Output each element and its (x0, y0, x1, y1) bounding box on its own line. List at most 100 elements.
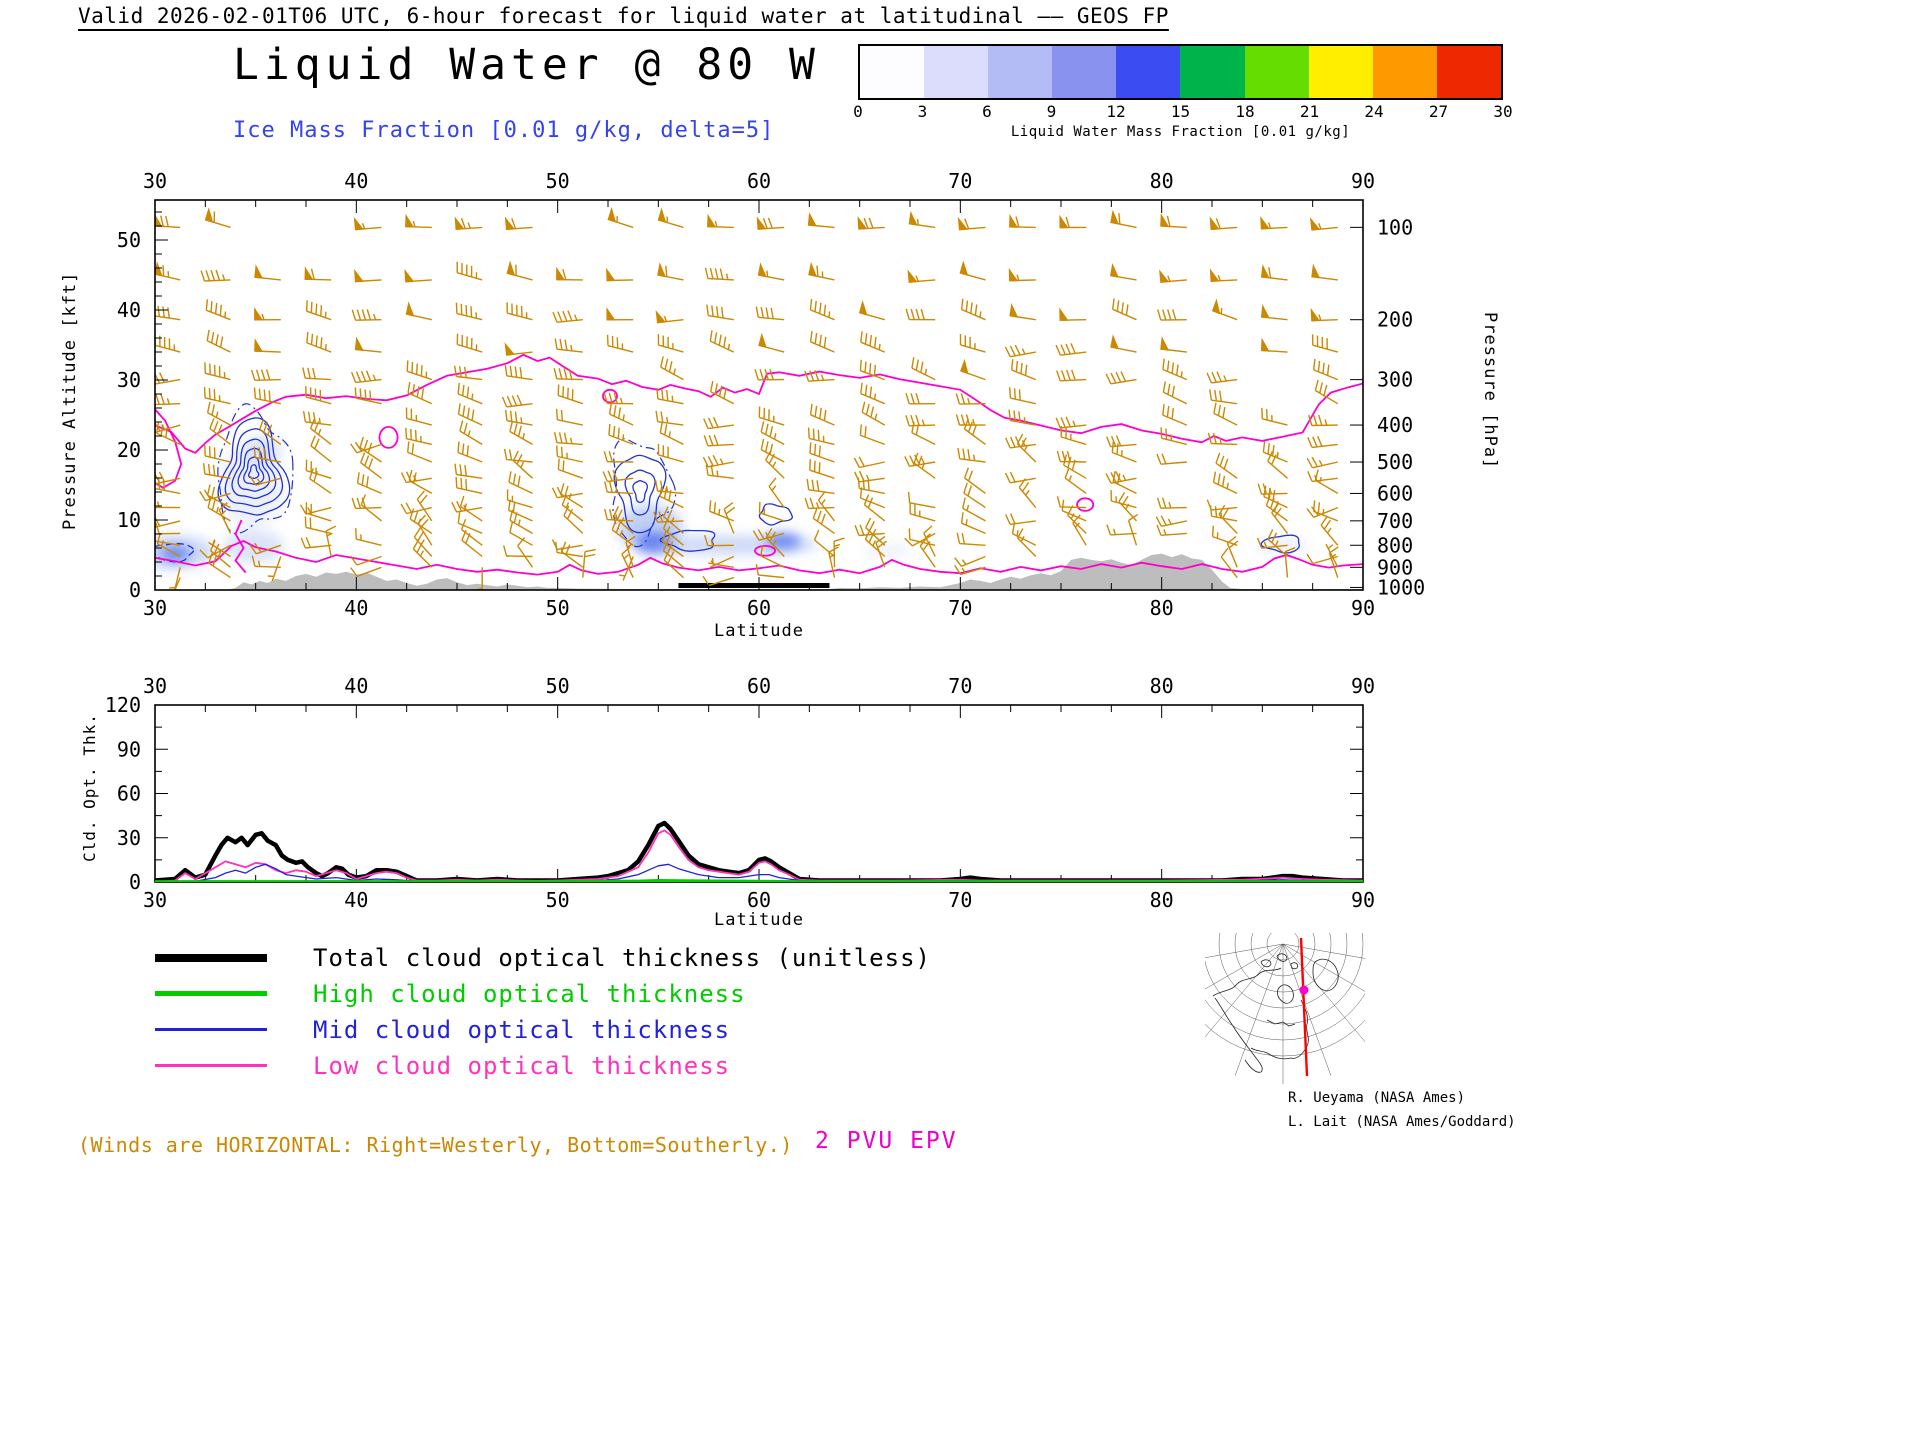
svg-text:60: 60 (747, 888, 771, 912)
svg-text:1000: 1000 (1377, 575, 1425, 599)
epv-footnote: 2 PVU EPV (815, 1128, 958, 1154)
svg-text:700: 700 (1377, 509, 1413, 533)
colorbar-tick: 15 (1170, 102, 1191, 121)
svg-text:60: 60 (747, 596, 771, 620)
colorbar-segment (1372, 46, 1437, 98)
svg-text:40: 40 (344, 674, 368, 698)
colorbar-tick: 0 (853, 102, 863, 121)
colorbar-tick: 18 (1235, 102, 1255, 121)
legend-swatch-total (155, 953, 267, 962)
legend-swatch-mid (155, 1028, 267, 1031)
colorbar-caption: Liquid Water Mass Fraction [0.01 g/kg] (1010, 124, 1351, 140)
colorbar-tick: 27 (1428, 102, 1449, 121)
legend-label-high: High cloud optical thickness (313, 979, 746, 1008)
svg-text:400: 400 (1377, 413, 1413, 437)
svg-text:80: 80 (1150, 888, 1174, 912)
svg-text:70: 70 (948, 674, 972, 698)
colorbar-tick: 3 (917, 102, 928, 121)
svg-text:500: 500 (1377, 450, 1413, 474)
svg-text:60: 60 (747, 674, 771, 698)
svg-text:60: 60 (117, 782, 141, 806)
svg-text:0: 0 (129, 870, 141, 894)
svg-text:90: 90 (1351, 888, 1375, 912)
svg-text:90: 90 (1351, 169, 1375, 193)
svg-text:800: 800 (1377, 533, 1413, 557)
epv-2pvu-contours (155, 353, 1363, 576)
legend-item-total: Total cloud optical thickness (unitless) (155, 943, 931, 972)
svg-text:900: 900 (1377, 555, 1413, 579)
svg-text:80: 80 (1150, 674, 1174, 698)
valid-timestamp-line: Valid 2026-02-01T06 UTC, 6-hour forecast… (78, 4, 1169, 28)
x-axis-label-main: Latitude (714, 621, 804, 641)
colorbar-tick: 21 (1299, 102, 1320, 121)
svg-text:70: 70 (948, 596, 972, 620)
credit-line-1: R. Ueyama (NASA Ames) (1288, 1090, 1466, 1106)
colorbar-tick-labels: 0 3 6 9 12 15 18 21 24 27 30 (853, 102, 1512, 123)
svg-text:30: 30 (117, 368, 141, 392)
colorbar-tick: 30 (1493, 102, 1513, 121)
svg-text:30: 30 (143, 596, 167, 620)
legend-item-high: High cloud optical thickness (155, 979, 931, 1008)
svg-text:90: 90 (117, 737, 141, 761)
legend-swatch-low (155, 1064, 267, 1067)
svg-text:30: 30 (143, 169, 167, 193)
legend-item-mid: Mid cloud optical thickness (155, 1015, 931, 1044)
svg-text:300: 300 (1377, 368, 1413, 392)
svg-text:60: 60 (747, 169, 771, 193)
svg-text:70: 70 (948, 888, 972, 912)
colorbar-segment (1180, 46, 1245, 98)
credit-line-2: L. Lait (NASA Ames/Goddard) (1288, 1114, 1516, 1130)
legend-label-mid: Mid cloud optical thickness (313, 1015, 731, 1044)
colorbar-segment (1116, 46, 1181, 98)
terrain (155, 553, 1363, 590)
legend-item-low: Low cloud optical thickness (155, 1051, 931, 1080)
colorbar-segment (988, 46, 1053, 98)
wind-barbs (155, 206, 1339, 590)
svg-text:80: 80 (1150, 169, 1174, 193)
svg-text:600: 600 (1377, 481, 1413, 505)
colorbar-tick: 6 (982, 102, 992, 121)
winds-footnote: (Winds are HORIZONTAL: Right=Westerly, B… (78, 1133, 793, 1157)
svg-text:30: 30 (117, 826, 141, 850)
liquid-water-shading (155, 434, 1309, 569)
svg-text:50: 50 (546, 596, 570, 620)
legend-swatch-high (155, 991, 267, 996)
svg-text:50: 50 (546, 169, 570, 193)
svg-text:30: 30 (143, 888, 167, 912)
colorbar-tick: 24 (1364, 102, 1384, 121)
ice-mass-fraction-subtitle: Ice Mass Fraction [0.01 g/kg, delta=5] (233, 118, 775, 143)
legend: Total cloud optical thickness (unitless)… (155, 943, 931, 1080)
colorbar-segment (1244, 46, 1309, 98)
colorbar-segment (1052, 46, 1117, 98)
colorbar-segment (924, 46, 989, 98)
page-title: Liquid Water @ 80 W (233, 40, 820, 90)
svg-text:80: 80 (1150, 596, 1174, 620)
svg-text:50: 50 (117, 228, 141, 252)
ice-mass-fraction-contours (155, 403, 1300, 563)
colorbar-tick: 9 (1046, 102, 1057, 121)
svg-text:40: 40 (344, 596, 368, 620)
svg-text:90: 90 (1351, 674, 1375, 698)
svg-text:100: 100 (1377, 215, 1413, 239)
svg-text:50: 50 (546, 888, 570, 912)
x-axis-label-lower: Latitude (714, 910, 804, 930)
colorbar-segment (1308, 46, 1373, 98)
svg-text:40: 40 (117, 298, 141, 322)
svg-text:40: 40 (344, 169, 368, 193)
svg-text:120: 120 (105, 693, 141, 717)
legend-label-low: Low cloud optical thickness (313, 1051, 731, 1080)
colorbar: 0 3 6 9 12 15 18 21 24 27 30 Liquid Water Mass Fra… (853, 44, 1513, 140)
cloud-optical-thickness-lines (155, 820, 1363, 882)
legend-label-total: Total cloud optical thickness (unitless) (313, 943, 931, 972)
colorbar-tick: 12 (1106, 102, 1126, 121)
svg-text:200: 200 (1377, 308, 1413, 332)
colorbar-segment (860, 46, 925, 98)
svg-text:90: 90 (1351, 596, 1375, 620)
svg-text:10: 10 (117, 508, 141, 532)
svg-text:0: 0 (129, 578, 141, 602)
colorbar-segment (1436, 46, 1501, 98)
svg-text:50: 50 (546, 674, 570, 698)
svg-text:20: 20 (117, 438, 141, 462)
